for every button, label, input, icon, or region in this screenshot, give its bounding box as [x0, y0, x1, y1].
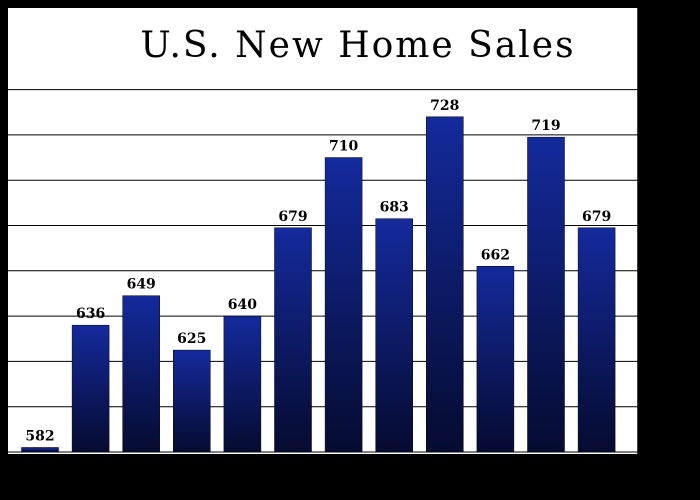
- data-label: 719: [531, 118, 560, 134]
- bar: [71, 324, 110, 453]
- data-label: 728: [430, 98, 459, 114]
- y-tick-label: 660: [658, 260, 694, 282]
- data-label: 679: [278, 209, 307, 225]
- x-tick-label: N-22: [20, 467, 65, 488]
- data-labels: 582 636 649 625 640 679 710 683 728 662 719 679: [25, 98, 611, 445]
- data-label: 636: [76, 306, 105, 322]
- bar: [426, 116, 464, 453]
- data-label: 662: [481, 247, 510, 263]
- bar: [375, 218, 413, 453]
- x-tick-label: O-23: [574, 467, 618, 488]
- y-tick-label: 620: [658, 350, 694, 372]
- y-tick-label: 600: [658, 396, 694, 418]
- data-label: 625: [177, 331, 206, 347]
- y-tick-label: 700: [658, 169, 694, 191]
- bar: [274, 227, 312, 453]
- y-tick-label: 680: [658, 215, 694, 237]
- bar: [527, 136, 565, 453]
- y-axis-ticks: 580 600 620 640 660 680 700 720 740: [658, 79, 694, 463]
- x-tick-label: J-23: [425, 467, 463, 488]
- data-label: 710: [329, 139, 358, 155]
- bar: [223, 315, 262, 453]
- bar: [324, 157, 363, 453]
- bar: [173, 349, 211, 453]
- bar: [577, 227, 616, 453]
- y-tick-label: 720: [658, 124, 694, 146]
- y-tick-label: 740: [658, 79, 694, 101]
- data-label: 582: [25, 428, 54, 444]
- bars: [21, 116, 616, 453]
- y-tick-label: 580: [658, 441, 694, 463]
- x-axis-ticks: N-22 M-23 J-23 O-23: [20, 467, 619, 488]
- y-tick-label: 640: [658, 305, 694, 327]
- bar: [21, 447, 59, 453]
- chart-title: U.S. New Home Sales: [140, 25, 575, 66]
- bar: [476, 266, 515, 453]
- x-tick-label: M-23: [219, 467, 266, 488]
- data-label: 640: [228, 297, 257, 313]
- data-label: 679: [582, 209, 611, 225]
- bar: [122, 295, 160, 453]
- data-label: 683: [380, 200, 409, 216]
- data-label: 649: [127, 277, 156, 293]
